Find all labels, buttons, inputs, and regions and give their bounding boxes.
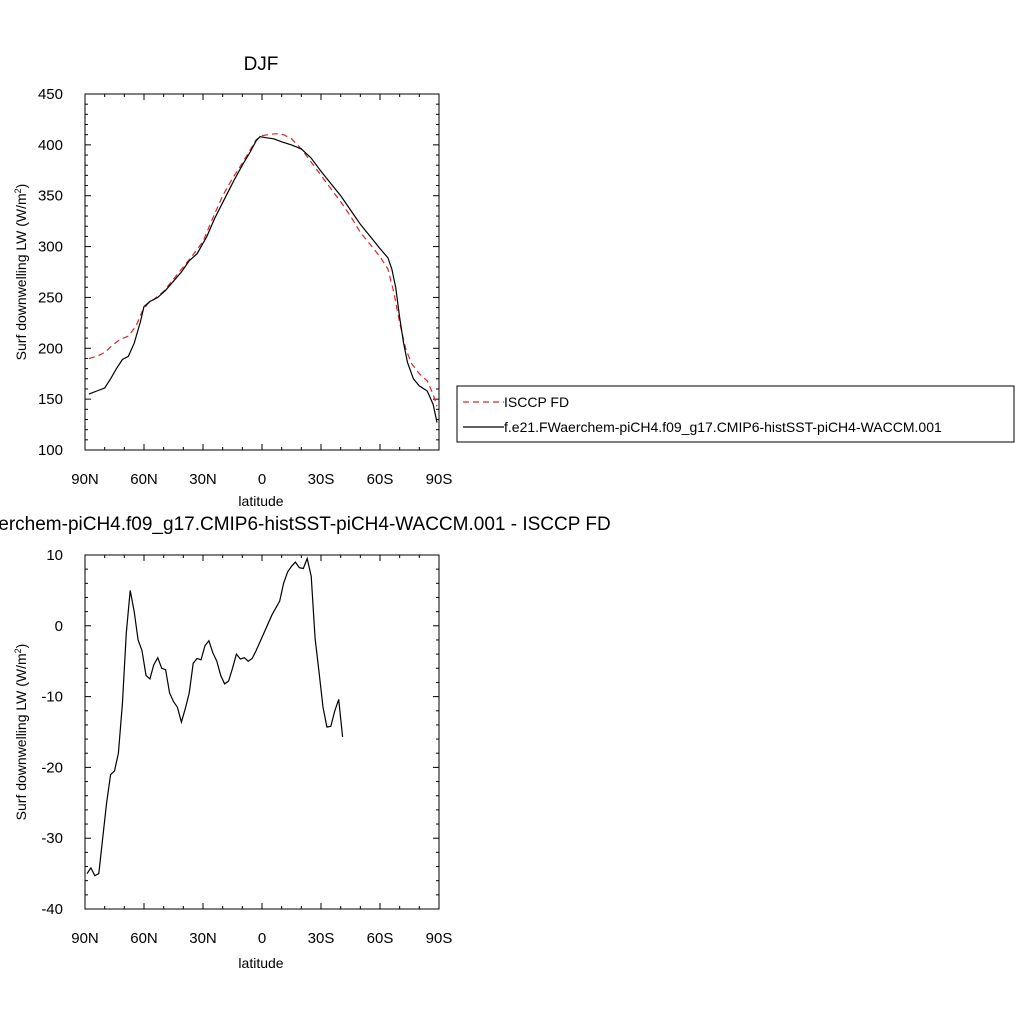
x-tick-label: 30S [308, 471, 335, 488]
axis-ticks [84, 554, 440, 910]
series-lines [88, 133, 438, 423]
y-tick-label: -10 [41, 689, 63, 706]
chart-title: f.e21.FWaerchem-piCH4.f09_g17.CMIP6-hist… [0, 514, 611, 535]
y-tick-label: 300 [38, 239, 63, 256]
y-tick-label: -40 [41, 901, 63, 918]
x-axis-label: latitude [238, 493, 283, 509]
x-tick-label: 60S [367, 471, 394, 488]
y-tick-label: 10 [46, 547, 63, 564]
y-tick-label: -30 [41, 830, 63, 847]
x-tick-label: 60S [367, 930, 394, 947]
tick-labels: 90N 60N 30N 0 30S 60S 90S 100 150 200 250 300 350 400… [38, 86, 452, 488]
y-tick-label: -20 [41, 759, 63, 776]
legend-box [456, 385, 1015, 443]
y-tick-label: 400 [38, 137, 63, 154]
series-line-0 [86, 556, 344, 877]
x-tick-label: 90N [71, 471, 99, 488]
x-tick-label: 60N [130, 930, 158, 947]
x-tick-label: 30N [189, 930, 217, 947]
y-axis-label: Surf downwelling LW (W/m2) [13, 184, 29, 361]
x-tick-label: 60N [130, 471, 158, 488]
y-tick-label: 350 [38, 188, 63, 205]
legend-label-isccp: ISCCP FD [504, 394, 569, 410]
y-axis-label: Surf downwelling LW (W/m2) [13, 644, 29, 821]
chart-top: DJF 90N 60N 30N 0 30S 60S 90S 100 150 200 250 300 35… [13, 54, 452, 509]
chart-title: DJF [244, 54, 279, 75]
legend-label-model: f.e21.FWaerchem-piCH4.f09_g17.CMIP6-hist… [504, 419, 942, 435]
x-tick-label: 30N [189, 471, 217, 488]
y-tick-label: 0 [55, 618, 63, 635]
legend: ISCCP FD f.e21.FWaerchem-piCH4.f09_g17.C… [456, 385, 1015, 443]
plot-frame [84, 93, 440, 451]
tick-labels: 90N 60N 30N 0 30S 60S 90S -40 -30 -20 -10 0 10 [41, 547, 452, 947]
x-tick-label: 30S [308, 930, 335, 947]
plot-frame [84, 554, 440, 910]
x-tick-label: 90S [426, 471, 453, 488]
chart-bottom: f.e21.FWaerchem-piCH4.f09_g17.CMIP6-hist… [0, 514, 611, 971]
y-tick-label: 100 [38, 442, 63, 459]
x-tick-label: 90S [426, 930, 453, 947]
x-tick-label: 0 [258, 471, 266, 488]
series-line-1 [88, 136, 438, 423]
axis-ticks [84, 93, 440, 451]
y-tick-label: 450 [38, 86, 63, 103]
x-tick-label: 0 [258, 930, 266, 947]
x-axis-label: latitude [238, 955, 283, 971]
x-tick-label: 90N [71, 930, 99, 947]
series-line-0 [88, 133, 438, 407]
series-lines [86, 556, 344, 877]
y-tick-label: 200 [38, 340, 63, 357]
y-tick-label: 250 [38, 289, 63, 306]
y-tick-label: 150 [38, 391, 63, 408]
